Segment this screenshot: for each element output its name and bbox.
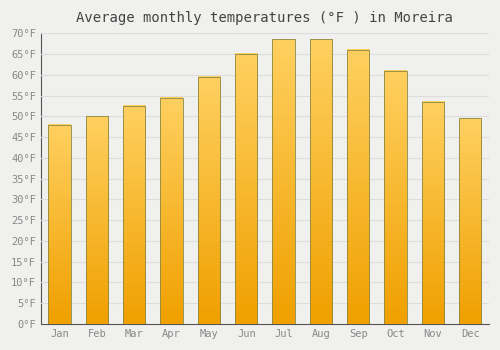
Bar — [347, 50, 370, 324]
Bar — [235, 54, 258, 324]
Bar — [198, 77, 220, 324]
Bar — [384, 71, 407, 324]
Bar — [422, 102, 444, 324]
Bar — [310, 40, 332, 324]
Bar — [48, 125, 71, 324]
Bar — [160, 98, 183, 324]
Title: Average monthly temperatures (°F ) in Moreira: Average monthly temperatures (°F ) in Mo… — [76, 11, 454, 25]
Bar — [459, 118, 481, 324]
Bar — [86, 116, 108, 324]
Bar — [123, 106, 146, 324]
Bar — [272, 40, 295, 324]
